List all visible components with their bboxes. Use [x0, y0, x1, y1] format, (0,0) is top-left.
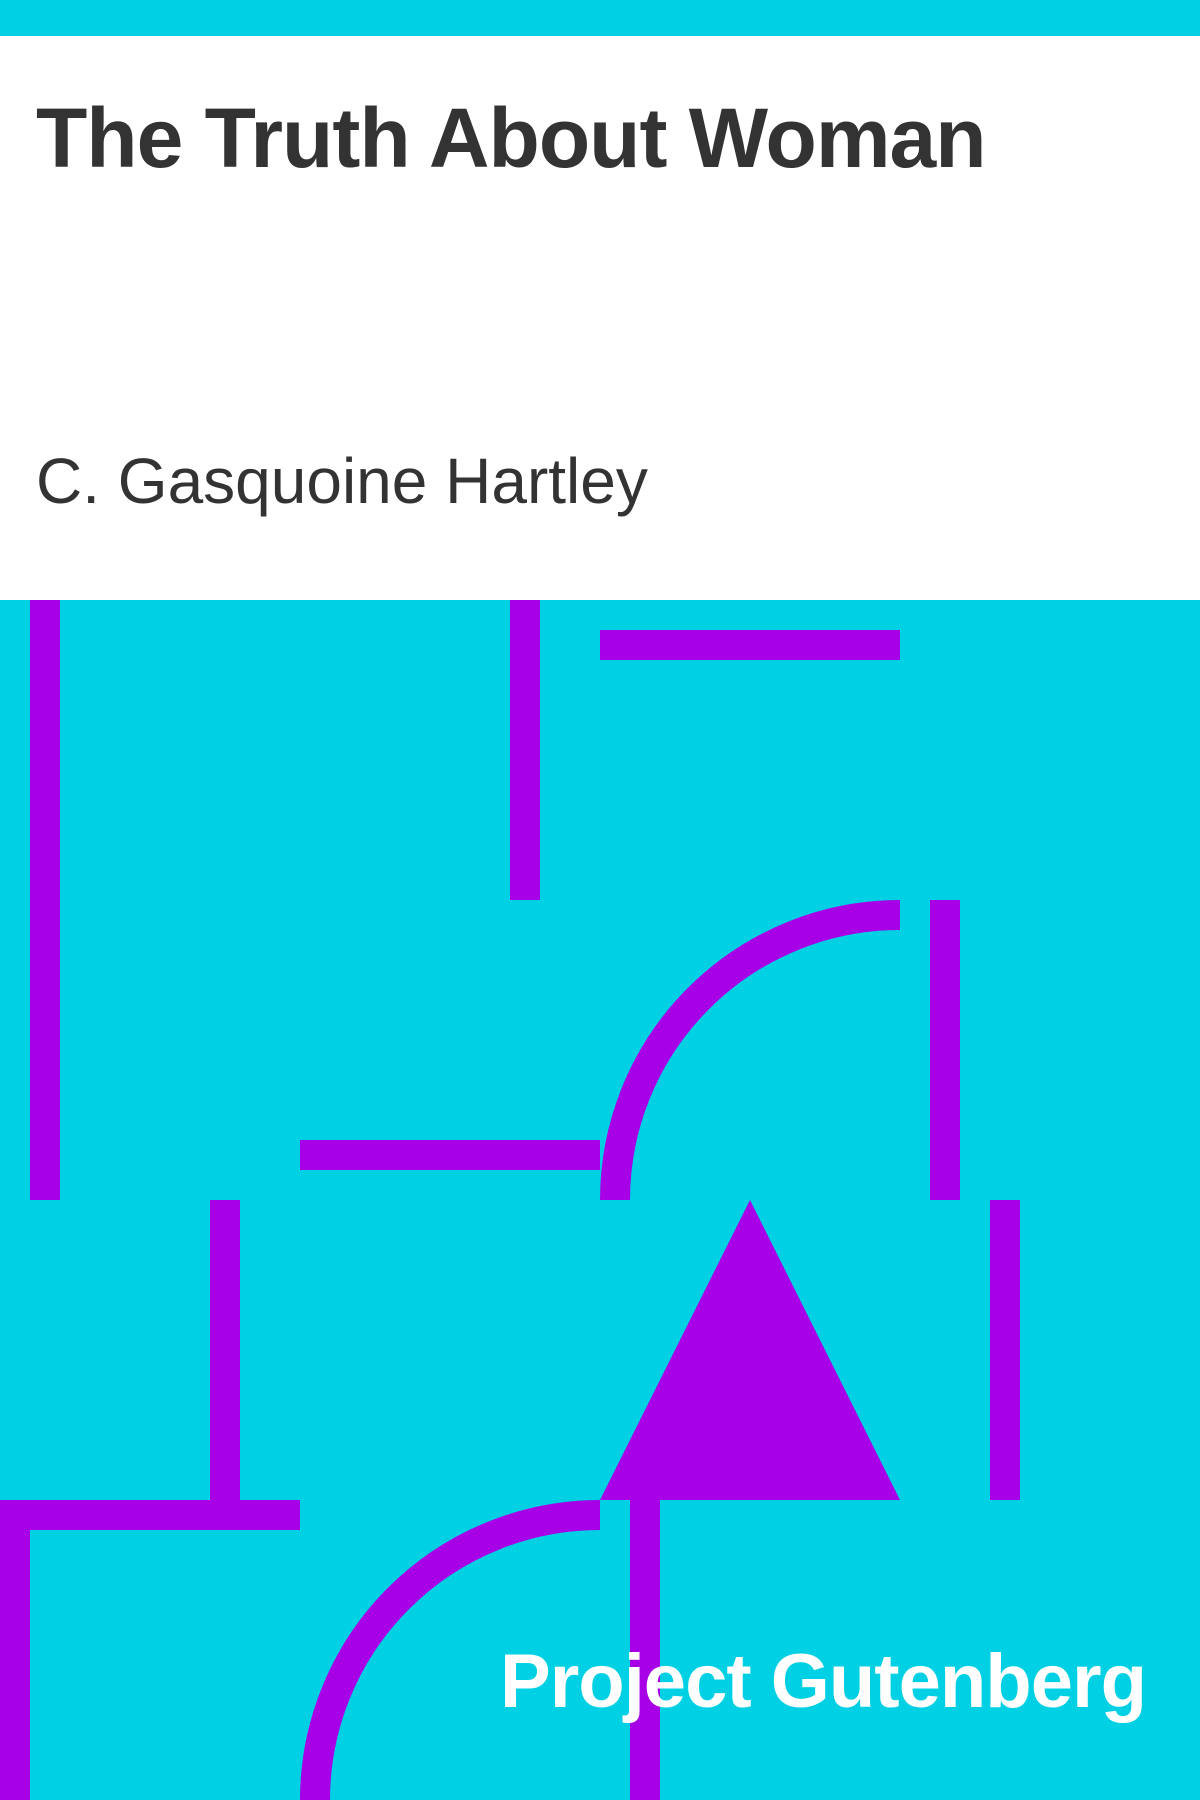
- ornament-group: [0, 600, 1020, 1800]
- ornament-bar-lower-vertical: [210, 1200, 240, 1500]
- title-panel: [0, 36, 1200, 600]
- ornament-bar-far-right-vertical: [990, 1200, 1020, 1500]
- ornament-bar-lower-left-vertical: [0, 1500, 30, 1800]
- publisher-name: Project Gutenberg: [500, 1639, 1147, 1724]
- ornament-triangle: [600, 1200, 900, 1500]
- book-author: C. Gasquoine Hartley: [36, 445, 648, 517]
- ornament-bar-upper-vertical: [510, 600, 540, 900]
- ornament-bar-right-vertical: [930, 900, 960, 1200]
- ornament-bar-middle-horizontal: [300, 1140, 600, 1170]
- ornament-arc-upper: [600, 900, 901, 1201]
- top-color-strip: [0, 0, 1200, 36]
- ornament-bar-lower-horizontal: [0, 1500, 300, 1530]
- ornament-arc-lower: [300, 1500, 601, 1800]
- ornament-bar-left-vertical: [30, 600, 60, 1200]
- book-title: The Truth About Woman: [36, 91, 987, 185]
- ornament-bar-upper-horizontal: [600, 630, 900, 660]
- ornament-bar-bottom-vertical: [630, 1500, 660, 1800]
